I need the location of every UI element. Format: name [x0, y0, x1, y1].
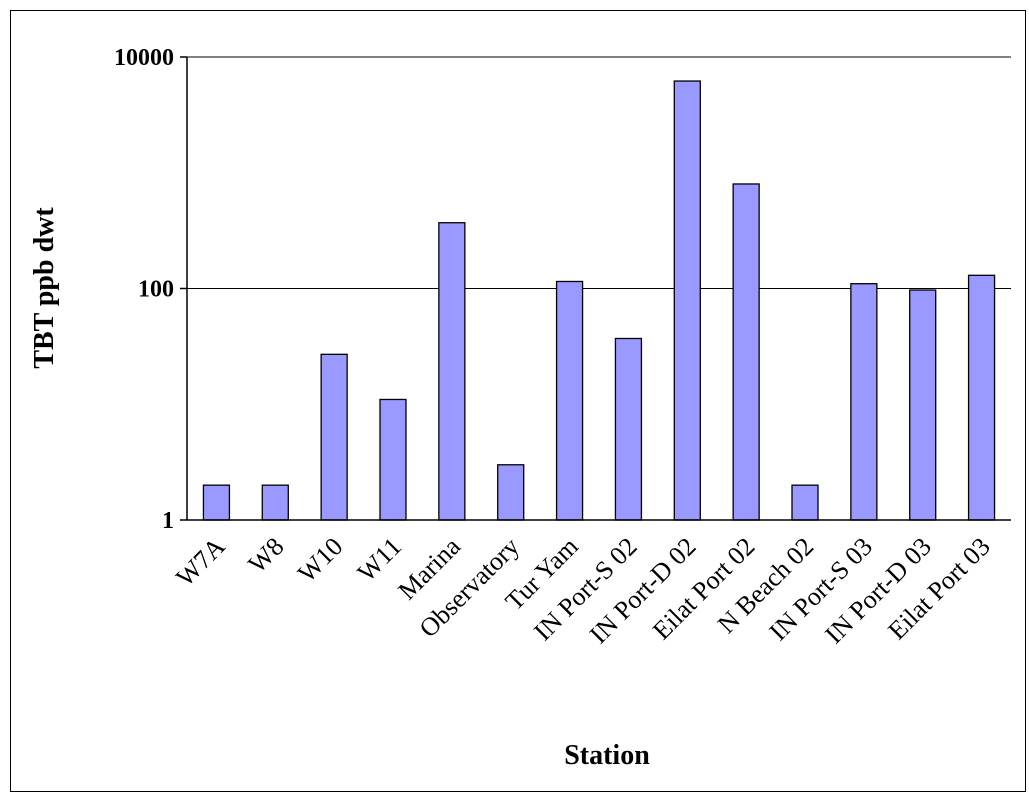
x-tick-label: W10 — [292, 532, 348, 588]
bars — [202, 80, 996, 521]
y-axis-title: TBT ppb dwt — [29, 207, 60, 369]
bar-w8 — [261, 484, 289, 521]
bar-n-beach-02 — [791, 484, 819, 521]
bar-eilat-port-03 — [967, 274, 996, 521]
y-tick-labels: 1 100 10000 — [114, 45, 187, 534]
bar-w10 — [320, 353, 348, 521]
bar-marina — [438, 222, 466, 521]
bar-in-port-d-02 — [673, 80, 701, 521]
bar-observatory — [497, 464, 525, 521]
y-tick-label: 1 — [162, 508, 174, 534]
bar-w7a — [202, 484, 231, 521]
x-axis-title: Station — [564, 740, 650, 771]
bar-in-port-s-02 — [614, 337, 643, 521]
grid-lines — [187, 56, 1011, 521]
x-tick-label: W8 — [242, 532, 289, 579]
bar-w11 — [379, 398, 407, 521]
bar-eilat-port-02 — [732, 183, 760, 521]
bar-tur-yam — [555, 280, 584, 521]
x-tick-label: W7A — [170, 532, 230, 592]
y-tick-label: 10000 — [114, 45, 174, 71]
bar-in-port-s-03 — [850, 283, 878, 521]
bar-in-port-d-03 — [909, 289, 937, 521]
y-tick-label: 100 — [138, 277, 174, 303]
